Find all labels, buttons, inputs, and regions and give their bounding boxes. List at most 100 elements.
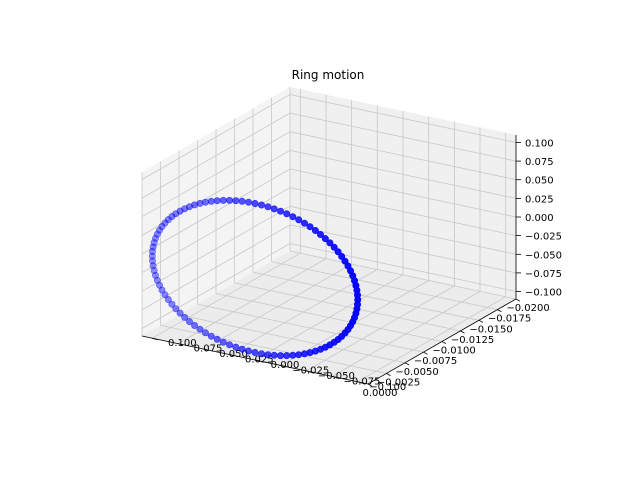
ring-point	[152, 271, 160, 279]
x-tick-label: −0.0025	[377, 377, 420, 388]
ring-point	[149, 262, 157, 270]
ring-point	[164, 295, 172, 303]
y-tick-mark	[280, 365, 286, 368]
ring-point	[149, 243, 157, 251]
grid-line	[141, 205, 291, 292]
ring-point	[257, 350, 265, 358]
grid-line	[141, 187, 291, 273]
ring-point	[270, 205, 278, 213]
grid-line	[289, 243, 517, 292]
ring-point	[164, 216, 172, 224]
ring-point	[176, 309, 184, 317]
ring-point	[207, 332, 215, 340]
y-tick-mark	[152, 337, 158, 341]
ring-point	[172, 305, 180, 313]
z-tick-label: 0.000	[525, 213, 554, 224]
ring-point	[181, 313, 189, 321]
ring-point	[232, 343, 240, 351]
ring-point	[207, 197, 215, 205]
ring-point	[152, 234, 160, 242]
x-tick-mark	[460, 330, 465, 334]
ring-point	[295, 216, 303, 224]
z-tick-label: −0.075	[525, 269, 562, 280]
ring-point	[158, 223, 166, 231]
grid-line	[141, 150, 291, 236]
x-tick-mark	[423, 351, 428, 355]
grid-line	[254, 274, 404, 361]
x-tick-mark	[441, 341, 447, 345]
y-tick-label: 0.000	[271, 360, 300, 371]
grid-line	[331, 291, 481, 377]
y-tick-label: −0.100	[369, 382, 406, 393]
ring-point	[202, 329, 210, 337]
ring-point	[300, 219, 308, 227]
ring-point	[306, 223, 314, 231]
ring-point	[202, 198, 210, 206]
grid-line	[229, 269, 378, 355]
y-tick-mark	[254, 359, 261, 362]
x-tick-mark	[515, 298, 521, 302]
ring-point	[226, 341, 234, 349]
ring-point	[153, 276, 161, 284]
ring-point	[150, 239, 158, 247]
ring-point	[354, 296, 362, 304]
ring-point	[283, 352, 291, 360]
ring-point	[213, 197, 221, 205]
grid-line	[289, 224, 517, 274]
ring-point	[186, 317, 194, 325]
ring-series	[148, 196, 362, 360]
ring-point	[289, 351, 297, 359]
ring-point	[149, 257, 157, 265]
ring-point	[264, 203, 272, 211]
ring-point	[196, 325, 204, 333]
ring-point	[238, 345, 246, 353]
z-tick-label: −0.100	[525, 288, 562, 299]
ring-point	[338, 253, 346, 261]
ring-point	[213, 335, 221, 343]
grid-line	[357, 296, 506, 383]
x-tick-label: 0.0000	[363, 388, 398, 399]
x-tick-mark	[386, 373, 391, 376]
x-axis-ticks: −0.0200−0.0175−0.0150−0.0125−0.0100−0.00…	[363, 298, 550, 399]
chart-title: Ring motion	[292, 68, 365, 82]
z-tick-label: 0.100	[525, 139, 554, 150]
grid-line	[289, 112, 517, 162]
ring-point	[156, 226, 164, 234]
grid-line	[141, 243, 291, 329]
y-tick-mark	[306, 370, 312, 373]
grid-line	[141, 112, 291, 199]
ring-point	[158, 286, 166, 294]
ring-point	[148, 252, 156, 260]
grid-line	[289, 205, 517, 255]
ring-point	[251, 200, 259, 208]
ring-point	[289, 213, 297, 221]
ring-point	[251, 348, 259, 356]
ring-point	[191, 321, 199, 329]
y-axis-ticks: −0.100−0.075−0.050−0.0250.0000.0250.0500…	[152, 337, 406, 393]
ring-point	[168, 300, 176, 308]
ring-point	[161, 219, 169, 227]
x-tick-label: −0.0125	[451, 335, 494, 346]
ring-point	[264, 351, 272, 359]
ring-point	[156, 281, 164, 289]
z-tick-label: 0.025	[525, 194, 554, 205]
ring-point	[149, 248, 157, 256]
y-tick-mark	[357, 381, 363, 384]
grid-line	[289, 150, 517, 199]
grid-line	[289, 94, 517, 143]
y-tick-mark	[203, 348, 209, 352]
ring-point	[219, 196, 227, 204]
z-tick-label: −0.025	[525, 232, 562, 243]
ring-point	[326, 239, 334, 247]
x-tick-mark	[404, 362, 410, 366]
z-tick-label: −0.050	[525, 250, 562, 261]
x-tick-mark	[497, 309, 502, 313]
x-tick-label: −0.0100	[432, 346, 475, 357]
grid-line	[289, 187, 517, 236]
ring-point	[276, 207, 284, 215]
ring-point	[245, 198, 253, 206]
ring-point	[150, 266, 158, 274]
ring-point	[153, 230, 161, 238]
y-tick-label: 0.050	[219, 349, 248, 360]
